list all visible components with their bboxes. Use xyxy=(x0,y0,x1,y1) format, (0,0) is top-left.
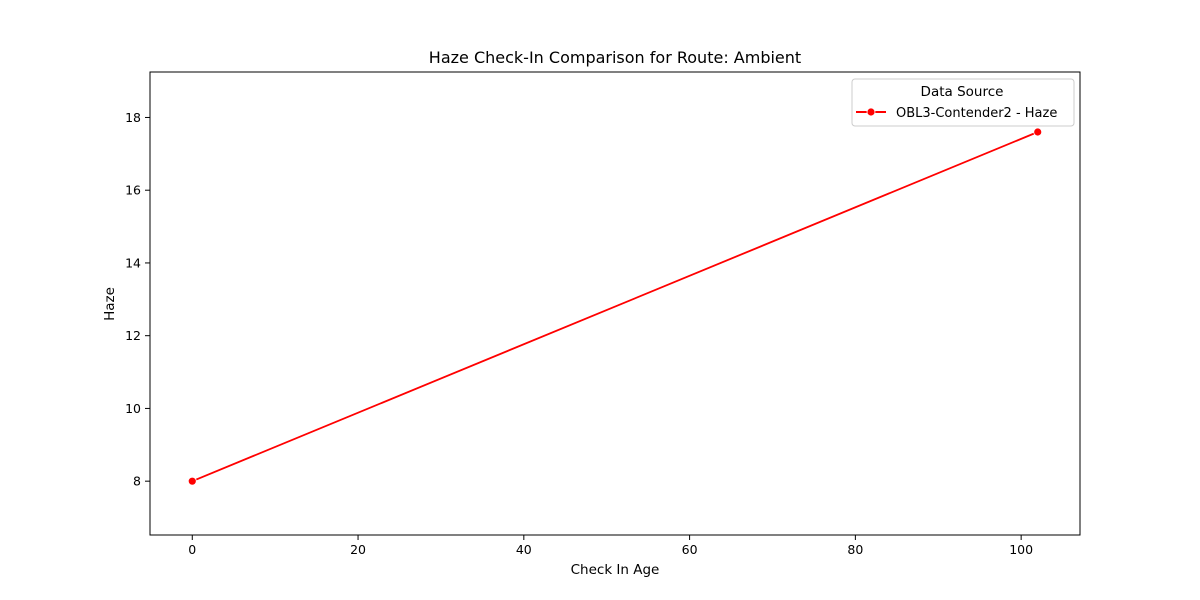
y-axis-label: Haze xyxy=(102,287,118,321)
x-tick-label: 20 xyxy=(350,542,366,557)
x-tick-label: 80 xyxy=(847,542,863,557)
legend-swatch-marker xyxy=(866,107,876,117)
y-tick-label: 12 xyxy=(125,328,141,343)
x-tick-label: 0 xyxy=(188,542,196,557)
data-point xyxy=(1033,127,1043,137)
y-tick-label: 16 xyxy=(125,183,141,198)
x-tick-label: 100 xyxy=(1009,542,1033,557)
x-tick-label: 60 xyxy=(682,542,698,557)
y-tick-label: 10 xyxy=(125,401,141,416)
y-tick-label: 8 xyxy=(133,474,141,489)
series-layer xyxy=(187,127,1043,486)
legend: Data Source OBL3-Contender2 - Haze xyxy=(851,78,1075,127)
legend-box xyxy=(851,78,1075,127)
y-tick-label: 18 xyxy=(125,110,141,125)
x-tick-label: 40 xyxy=(516,542,532,557)
x-axis-label: Check In Age xyxy=(571,562,660,578)
legend-entry-label: OBL3-Contender2 - Haze xyxy=(896,106,1057,121)
series-line xyxy=(191,131,1039,483)
y-tick-label: 14 xyxy=(125,255,141,270)
data-point xyxy=(187,476,197,486)
plot-area xyxy=(149,71,1081,536)
x-axis: 0 20 40 60 80 100 xyxy=(188,535,1033,557)
y-axis: 8 10 12 14 16 18 xyxy=(125,110,150,489)
chart-title: Haze Check-In Comparison for Route: Ambi… xyxy=(429,48,801,67)
legend-title: Data Source xyxy=(921,84,1004,100)
